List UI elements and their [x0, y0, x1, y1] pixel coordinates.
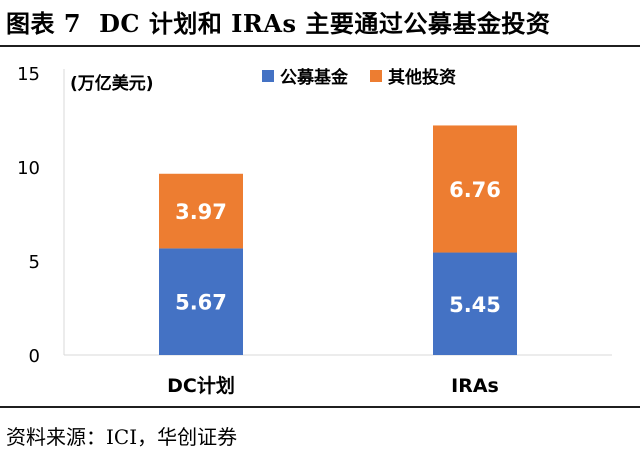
- bar-segment: [159, 248, 243, 355]
- bar-segment: [159, 173, 243, 249]
- legend-swatch-public-funds: [262, 69, 274, 82]
- legend-item-public-funds: 公募基金: [262, 63, 348, 88]
- legend-item-other: 其他投资: [370, 63, 456, 88]
- bar-segment: [433, 125, 517, 253]
- x-category-label: IRAs: [451, 375, 499, 397]
- y-tick-label: 15: [17, 64, 40, 85]
- bar-segment: [433, 252, 517, 355]
- figure-number: 图表 7: [6, 9, 82, 38]
- legend-label-other: 其他投资: [388, 68, 456, 88]
- source-note: 资料来源：ICI，华创证券: [6, 425, 238, 449]
- legend-label-public-funds: 公募基金: [280, 68, 348, 88]
- unit-label: (万亿美元): [70, 74, 154, 94]
- bar-value-label: 3.97: [175, 200, 227, 224]
- source-rule: [0, 406, 640, 408]
- y-tick-label: 0: [29, 346, 40, 367]
- y-tick-label: 5: [29, 252, 40, 273]
- legend: 公募基金 其他投资: [262, 63, 456, 88]
- figure-title-text: DC 计划和 IRAs 主要通过公募基金投资: [99, 9, 551, 38]
- bar-value-label: 5.45: [449, 293, 501, 317]
- x-category-label: DC计划: [167, 374, 235, 397]
- figure-title: 图表 7 DC 计划和 IRAs 主要通过公募基金投资: [6, 4, 550, 44]
- title-rule: [0, 45, 640, 47]
- legend-swatch-other: [370, 69, 382, 82]
- bar-value-label: 6.76: [449, 178, 501, 202]
- bar-value-label: 5.67: [175, 291, 227, 315]
- y-tick-label: 10: [17, 158, 40, 179]
